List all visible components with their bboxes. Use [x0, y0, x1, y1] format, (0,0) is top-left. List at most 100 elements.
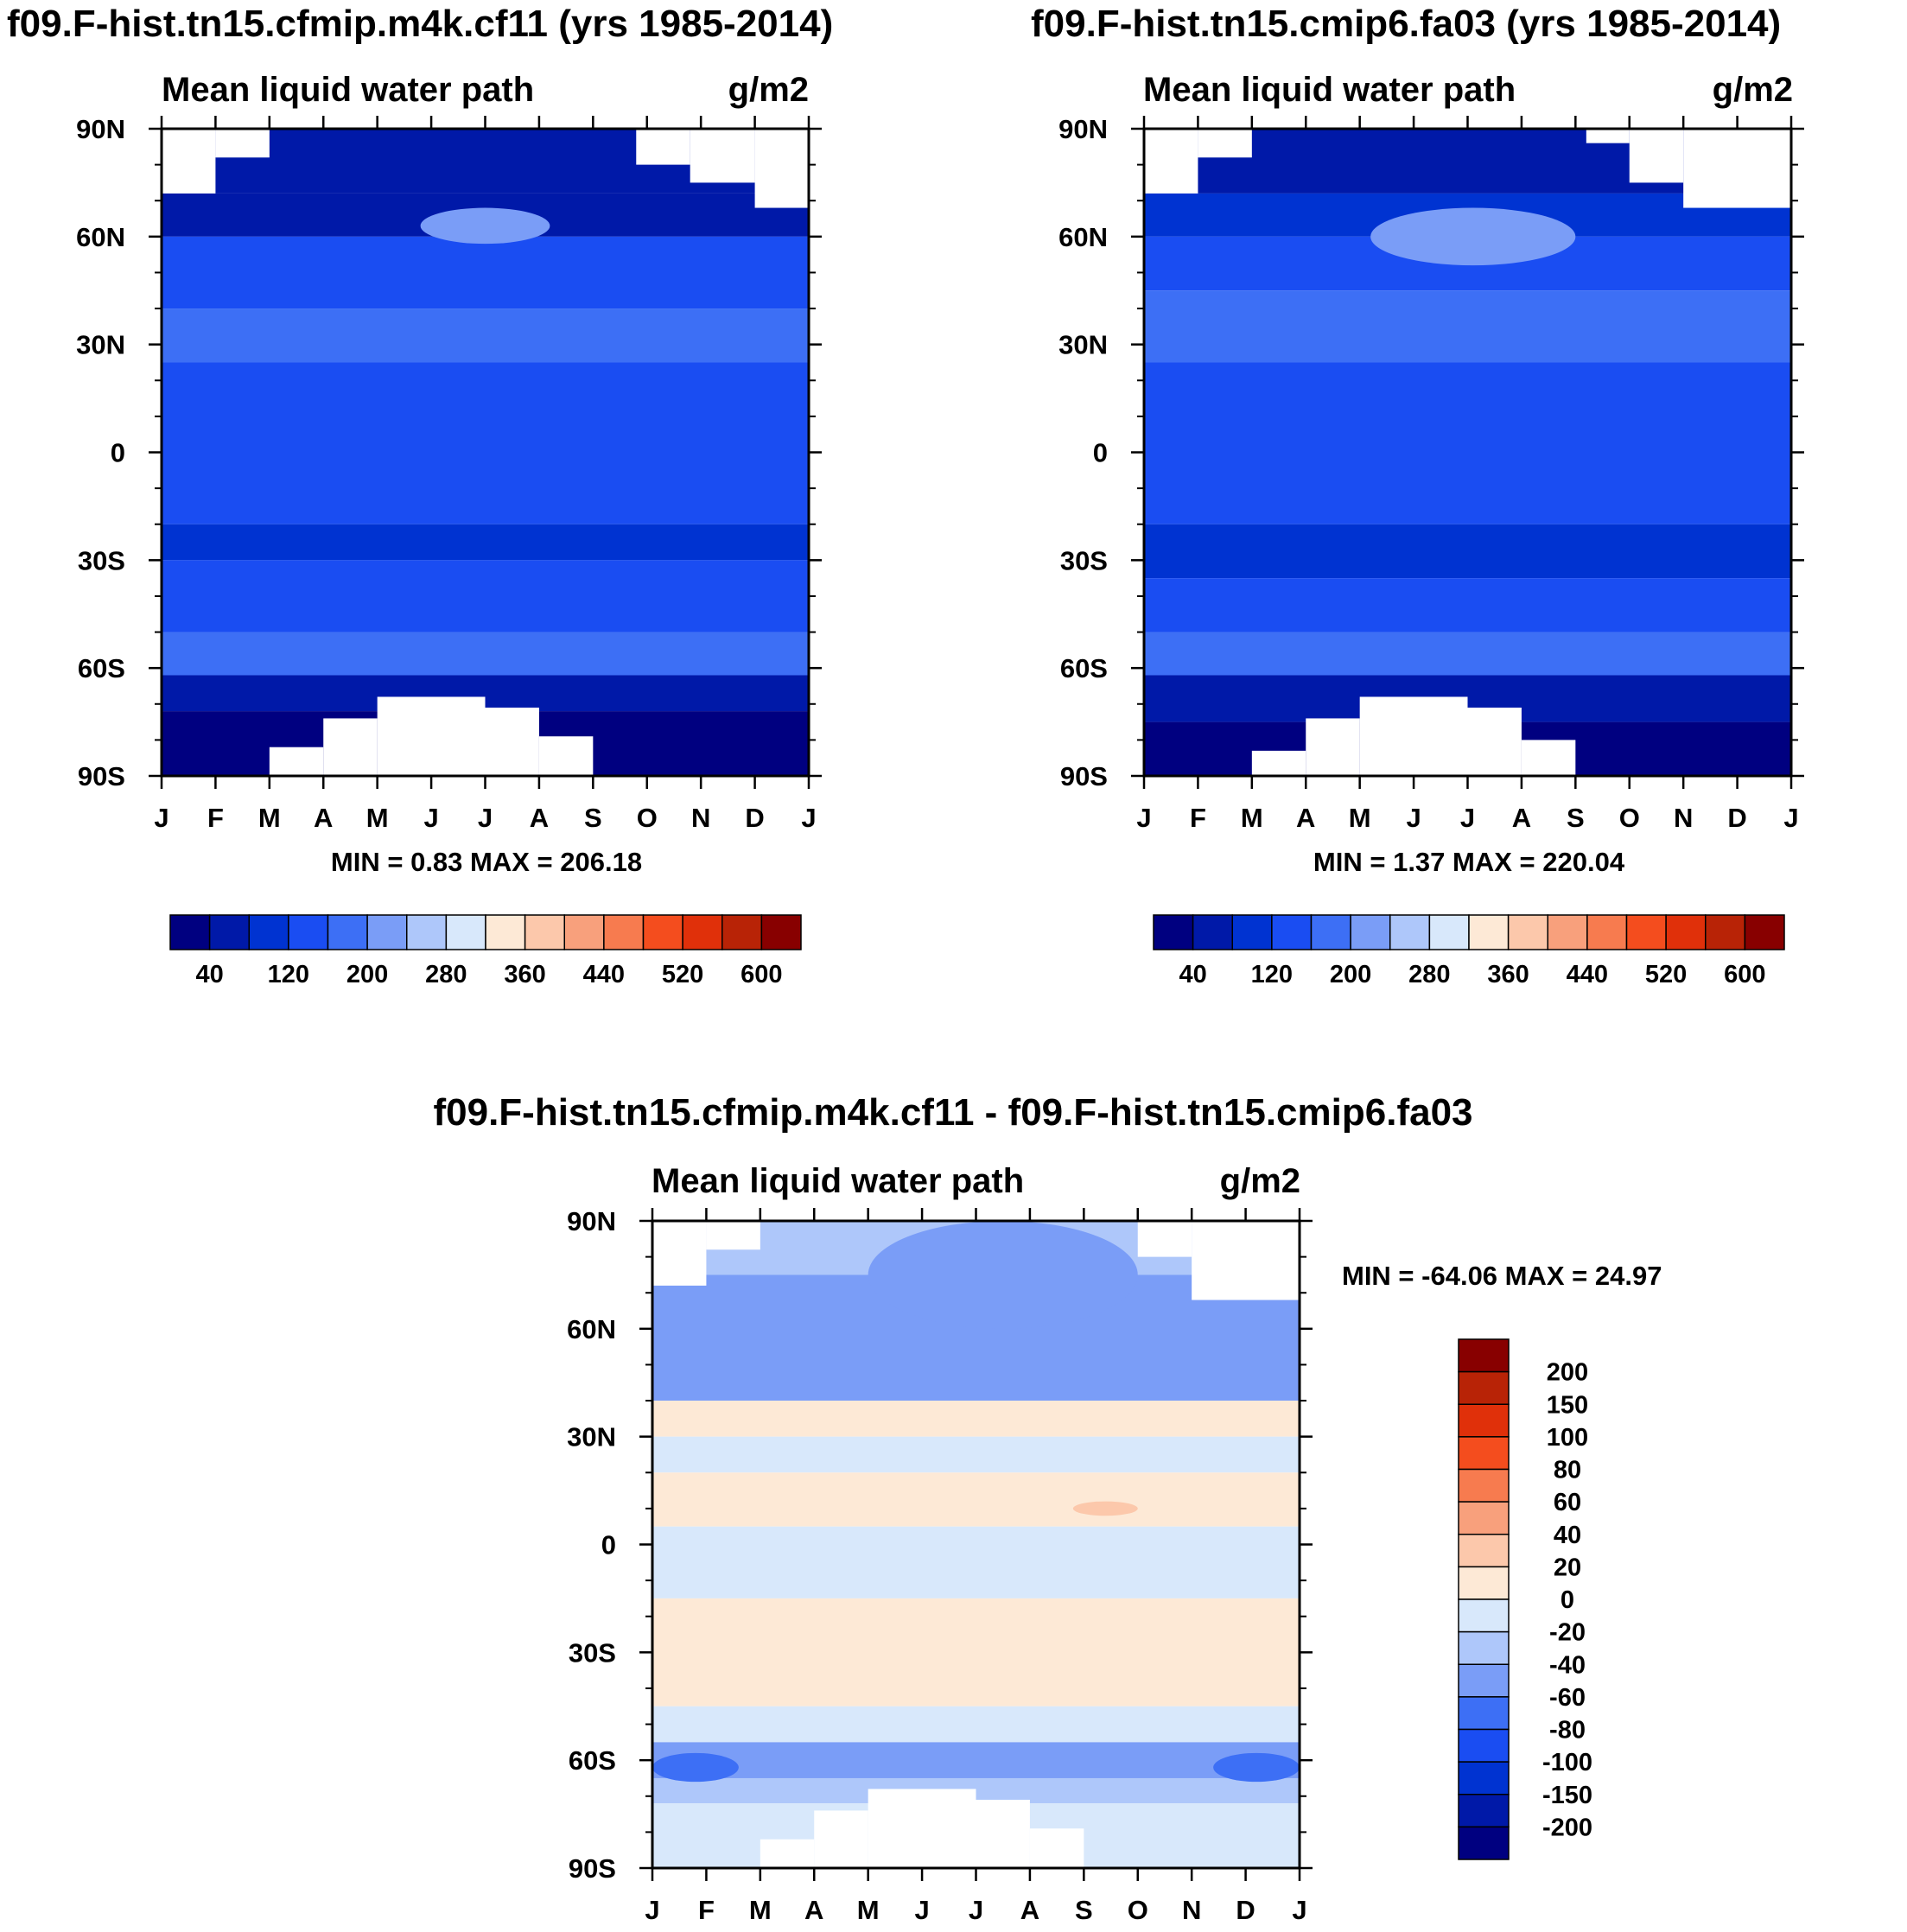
colorbar-label: 440 — [583, 961, 625, 988]
y-tick-label: 90S — [78, 761, 125, 791]
x-tick-label: F — [698, 1895, 715, 1925]
missing-data-4 — [754, 129, 809, 208]
panel3-subtitle-left: Mean liquid water path — [652, 1162, 1024, 1200]
missing-data-7 — [323, 718, 378, 776]
y-tick-label: 60S — [78, 653, 125, 683]
y-tick-label: 60N — [567, 1314, 616, 1344]
band-7 — [1144, 632, 1791, 676]
panel1-subtitle-right: g/m2 — [728, 71, 809, 109]
colorbar-swatch — [366, 914, 408, 950]
y-tick-label: 90N — [76, 114, 125, 144]
colorbar-label: 200 — [346, 961, 388, 988]
colorbar-swatch — [642, 914, 683, 950]
x-tick-label: J — [969, 1895, 983, 1925]
x-tick-label: A — [1020, 1895, 1039, 1925]
colorbar-swatch — [1458, 1761, 1510, 1795]
colorbar-swatch — [1350, 914, 1391, 950]
colorbar-swatch — [760, 914, 802, 950]
colorbar-label: -80 — [1549, 1717, 1586, 1745]
colorbar-swatch — [721, 914, 763, 950]
colorbar-swatch — [1458, 1826, 1510, 1860]
panel3-y-tick-labels: 90N 60N 30N 0 30S 60S 90S — [567, 1206, 616, 1884]
band-4 — [1144, 362, 1791, 524]
colorbar-label: 120 — [268, 961, 309, 988]
missing-data-3 — [1629, 129, 1684, 183]
colorbar-label: 100 — [1547, 1424, 1588, 1452]
y-tick-label: 30S — [569, 1637, 616, 1668]
colorbar-swatch — [1458, 1794, 1510, 1828]
band-4 — [652, 1472, 1300, 1527]
colorbar-swatch — [1192, 914, 1233, 950]
colorbar-label: -60 — [1549, 1684, 1586, 1712]
colorbar-label: 0 — [1561, 1586, 1574, 1614]
missing-data-1 — [1198, 129, 1252, 158]
x-tick-label: M — [258, 803, 281, 833]
x-tick-label: N — [691, 803, 710, 833]
missing-data-3 — [1192, 1221, 1300, 1300]
colorbar-swatch — [524, 914, 565, 950]
y-tick-label: 90N — [1058, 114, 1108, 144]
missing-data-6 — [814, 1810, 868, 1868]
colorbar-label: 360 — [1487, 961, 1529, 988]
colorbar-swatch — [682, 914, 723, 950]
panel3-subtitle-right: g/m2 — [1220, 1162, 1300, 1200]
panel2-subtitle-left: Mean liquid water path — [1143, 71, 1516, 109]
colorbar-swatch — [1271, 914, 1313, 950]
band-5 — [652, 1526, 1300, 1598]
panel2-minmax: MIN = 1.37 MAX = 220.04 — [1313, 847, 1625, 877]
x-tick-label: J — [154, 803, 168, 833]
x-tick-label: M — [857, 1895, 880, 1925]
x-tick-label: J — [1292, 1895, 1306, 1925]
colorbar-label: 150 — [1547, 1391, 1588, 1419]
colorbar-swatch — [1458, 1696, 1510, 1731]
colorbar-swatch — [1428, 914, 1470, 950]
band-6 — [1144, 578, 1791, 632]
missing-data-5 — [976, 1799, 1030, 1868]
x-tick-label: S — [1567, 803, 1585, 833]
missing-data-8 — [538, 736, 594, 776]
colorbar-label: 80 — [1554, 1457, 1581, 1484]
panel3-minmax: MIN = -64.06 MAX = 24.97 — [1342, 1261, 1662, 1291]
colorbar-swatch — [1458, 1598, 1510, 1633]
x-tick-label: J — [423, 803, 438, 833]
band-6 — [162, 560, 809, 632]
panel2-y-tick-labels: 90N 60N 30N 0 30S 60S 90S — [1058, 114, 1108, 791]
y-tick-label: 60N — [76, 222, 125, 252]
colorbar-label: 40 — [1179, 961, 1206, 988]
band-4 — [162, 362, 809, 524]
band-7 — [652, 1706, 1300, 1743]
colorbar-label: 200 — [1330, 961, 1371, 988]
panel2-subtitle-right: g/m2 — [1713, 71, 1793, 109]
colorbar-swatch — [1458, 1566, 1510, 1600]
colorbar-label: 520 — [1645, 961, 1687, 988]
missing-data-0 — [1144, 129, 1198, 194]
missing-data-0 — [162, 129, 216, 194]
colorbar-swatch — [1458, 1436, 1510, 1471]
colorbar-swatch — [563, 914, 605, 950]
colorbar-swatch — [169, 914, 211, 950]
band-5 — [162, 524, 809, 561]
x-tick-label: A — [530, 803, 549, 833]
colorbar-label: 40 — [195, 961, 223, 988]
colorbar-swatch — [1458, 1403, 1510, 1438]
colorbar-label: 40 — [1554, 1522, 1581, 1549]
x-tick-label: D — [1727, 803, 1746, 833]
colorbar-swatch — [406, 914, 448, 950]
x-tick-label: O — [1128, 1895, 1148, 1925]
colorbar-label: 360 — [504, 961, 545, 988]
colorbar-swatch — [248, 914, 289, 950]
y-tick-label: 90S — [1060, 761, 1108, 791]
missing-data-1 — [706, 1221, 760, 1250]
x-tick-label: J — [645, 1895, 659, 1925]
panel3-colorbar: 200150100806040200-20-40-60-80-100-150-2… — [1458, 1338, 1592, 1860]
colorbar-swatch — [1625, 914, 1667, 950]
colorbar-label: 120 — [1251, 961, 1293, 988]
colorbar-swatch — [1458, 1468, 1510, 1503]
colorbar-label: 280 — [1408, 961, 1450, 988]
y-tick-label: 30N — [76, 330, 125, 360]
x-tick-label: F — [1190, 803, 1206, 833]
patch-0 — [1370, 207, 1576, 266]
patch-0 — [868, 1221, 1138, 1329]
